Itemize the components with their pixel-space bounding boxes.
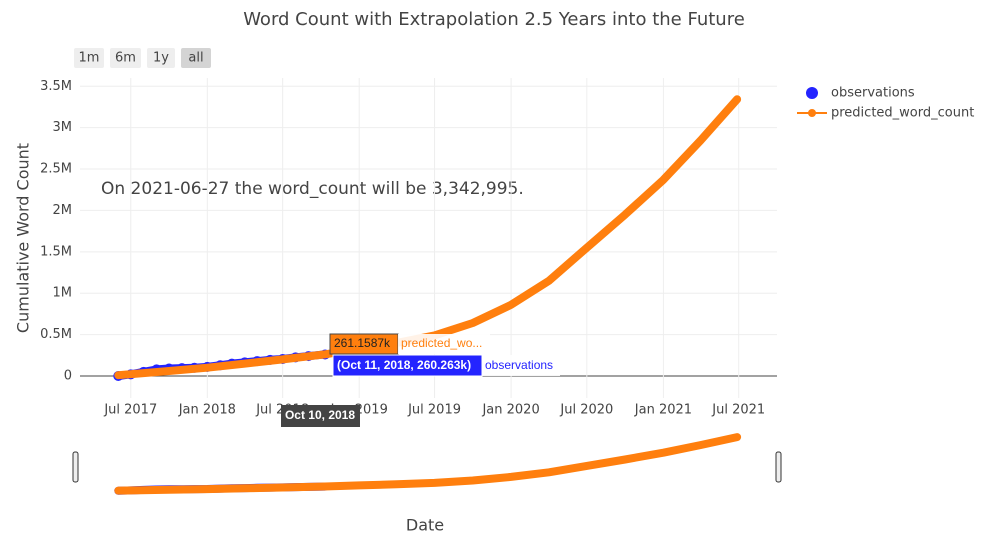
y-tick-label: 2M — [53, 203, 73, 218]
range-button[interactable] — [74, 48, 104, 68]
annotation: On 2021-06-27 the word_count will be 3,3… — [101, 179, 524, 199]
range-button-label[interactable]: all — [188, 51, 203, 66]
hover-x: Oct 10, 2018 — [285, 408, 355, 422]
range-button[interactable] — [181, 48, 211, 68]
chart-title: Word Count with Extrapolation 2.5 Years … — [243, 9, 745, 30]
hover-box — [281, 405, 360, 427]
range-button-label[interactable]: 1y — [153, 51, 169, 66]
legend-label[interactable]: predicted_word_count — [831, 106, 974, 121]
y-tick-label: 3M — [53, 120, 73, 135]
hover-name: observations — [485, 358, 553, 372]
legend-marker — [808, 109, 816, 117]
slider-line — [114, 433, 742, 495]
y-tick-label: 2.5M — [40, 162, 72, 177]
hover-box — [482, 355, 560, 376]
range-button[interactable] — [147, 48, 175, 68]
x-tick-label: Jul 2017 — [103, 403, 157, 418]
x-tick-label: Jul 2021 — [711, 403, 765, 418]
x-tick-label: Jan 2020 — [481, 403, 539, 418]
x-tick-label: Jul 2020 — [559, 403, 613, 418]
x-tick-label: Jan 2018 — [178, 403, 236, 418]
slider-handle[interactable] — [72, 451, 79, 483]
y-tick-label: 3.5M — [40, 79, 72, 94]
y-tick-label: 1M — [53, 286, 73, 301]
hover-value: 261.1587k — [334, 336, 391, 350]
range-button-label[interactable]: 6m — [115, 51, 136, 66]
y-tick-label: 0.5M — [40, 327, 72, 342]
range-button-label[interactable]: 1m — [79, 51, 100, 66]
legend-label[interactable]: observations — [831, 86, 915, 101]
x-axis-title: Date — [406, 516, 444, 535]
y-tick-label: 0 — [64, 368, 72, 383]
x-tick-label: Jul 2019 — [407, 403, 461, 418]
x-tick-label: Jan 2021 — [634, 403, 692, 418]
hover-value: (Oct 11, 2018, 260.263k) — [337, 358, 471, 372]
y-tick-label: 1.5M — [40, 244, 72, 259]
legend-marker — [806, 87, 818, 99]
slider-handle[interactable] — [775, 451, 782, 483]
y-axis-title: Cumulative Word Count — [14, 143, 33, 333]
range-button[interactable] — [110, 48, 141, 68]
hover-name: predicted_wo... — [401, 336, 482, 350]
hover-box — [398, 334, 490, 354]
series-line — [114, 95, 742, 380]
